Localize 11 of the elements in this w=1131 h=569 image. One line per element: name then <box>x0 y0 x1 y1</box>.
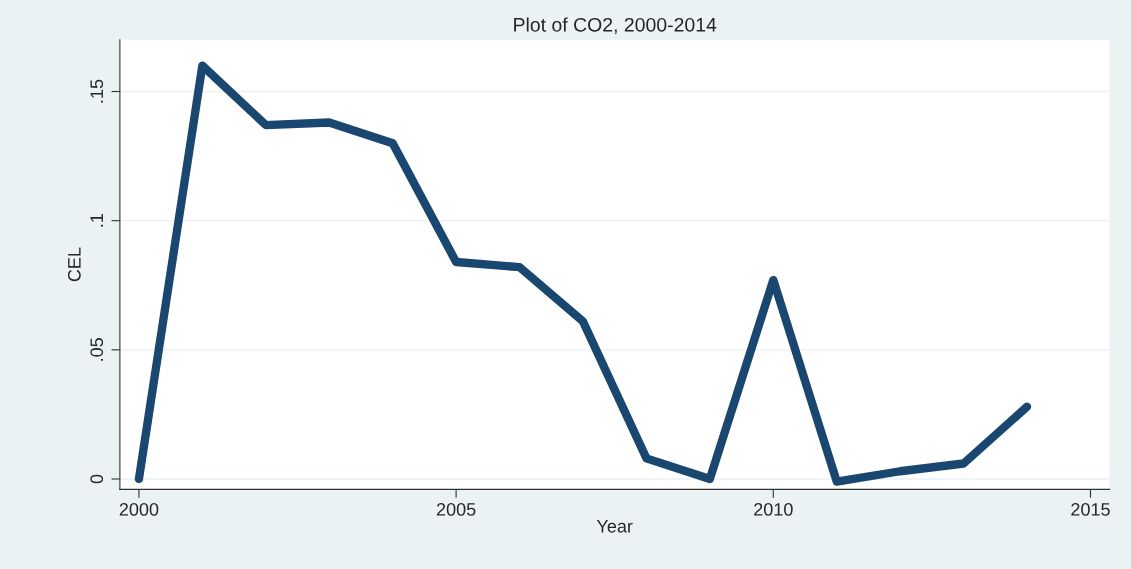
y-tick-label: .15 <box>90 79 104 103</box>
y-tick-label: .1 <box>90 214 103 227</box>
x-tick-label: 2010 <box>754 503 793 516</box>
chart-title: Plot of CO2, 2000-2014 <box>514 17 717 34</box>
x-axis-title: Year <box>596 520 633 533</box>
y-tick-label: .05 <box>90 338 104 361</box>
y-axis-title: CEL <box>67 247 81 282</box>
x-tick-label: 2005 <box>436 503 476 516</box>
x-tick-label: 2000 <box>119 503 159 516</box>
y-tick-label: 0 <box>90 474 104 484</box>
x-tick-label: 2015 <box>1071 503 1110 516</box>
